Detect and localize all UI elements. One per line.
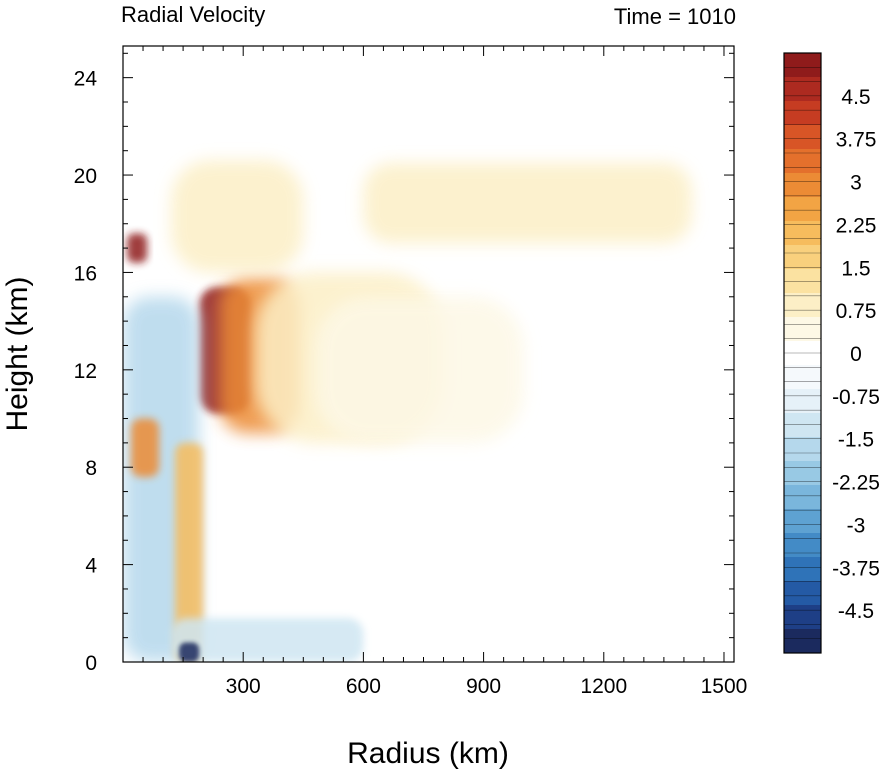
y-tick-label: 8 [85, 457, 97, 480]
y-tick-label: 24 [74, 68, 98, 91]
colorbar-swatch [784, 413, 821, 437]
colorbar-swatch [784, 221, 821, 245]
y-tick-label: 20 [74, 165, 97, 188]
colorbar-swatch [784, 365, 821, 389]
colorbar-swatch [784, 317, 821, 341]
colorbar-swatch [784, 461, 821, 485]
colorbar-swatch [784, 437, 821, 461]
x-tick-label: 900 [466, 675, 501, 698]
colorbar-swatch [784, 581, 821, 605]
colorbar [783, 52, 822, 654]
colorbar-swatch [784, 149, 821, 173]
colorbar-swatch [784, 125, 821, 149]
colorbar-swatch [784, 293, 821, 317]
colorbar-swatch [784, 389, 821, 413]
colorbar-label: -0.75 [832, 386, 880, 409]
x-tick-label: 1200 [580, 675, 627, 698]
plot-frame [122, 45, 735, 663]
field-inner-core-outflow [127, 233, 148, 263]
colorbar-label: -1.5 [838, 429, 874, 452]
velocity-field [123, 160, 692, 662]
colorbar-label: -4.5 [838, 600, 874, 623]
y-tick-label: 12 [74, 360, 97, 383]
field-boundary-layer-inflow [171, 618, 364, 662]
field-upper-outflow-faint [315, 296, 524, 443]
y-axis-tick-labels: 0 4 8 12 16 20 24 [74, 68, 98, 675]
field-eyewall-outflow-streaks [175, 442, 204, 662]
colorbar-label: 0 [850, 343, 862, 366]
colorbar-swatch [784, 245, 821, 269]
colorbar-labels: 4.5 3.75 3 2.25 1.5 0.75 0 -0.75 -1.5 -2.25 -3 -3.7… [832, 86, 880, 623]
colorbar-swatch [784, 605, 821, 629]
y-tick-label: 0 [85, 652, 97, 675]
colorbar-frame [783, 52, 822, 654]
chart-title-left: Radial Velocity [121, 2, 265, 27]
y-tick-label: 4 [85, 555, 97, 578]
colorbar-swatch [784, 77, 821, 101]
x-axis-tick-labels: 300 600 900 1200 1500 [226, 675, 748, 698]
colorbar-label: -3.75 [832, 557, 880, 580]
colorbar-label: 3 [850, 172, 862, 195]
x-tick-label: 300 [226, 675, 261, 698]
x-tick-label: 1500 [701, 675, 748, 698]
colorbar-swatch [784, 101, 821, 125]
chart-title-right: Time = 1010 [614, 4, 736, 29]
colorbar-swatch [784, 629, 821, 653]
y-axis-ticks [123, 52, 734, 639]
field-top-layer-outflow [363, 162, 692, 244]
colorbar-swatch [784, 509, 821, 533]
field-tropopause-bands [171, 160, 304, 273]
colorbar-label: 0.75 [836, 300, 877, 323]
colorbar-label: -2.25 [832, 472, 880, 495]
colorbar-label: 2.25 [836, 214, 877, 237]
colorbar-swatch [784, 173, 821, 197]
colorbar-label: -3 [847, 514, 866, 537]
x-axis-label: Radius (km) [347, 737, 509, 770]
field-near-surface-inflow-core [179, 642, 200, 662]
colorbar-swatch [784, 269, 821, 293]
colorbar-label: 3.75 [836, 129, 877, 152]
y-tick-label: 16 [74, 262, 97, 285]
colorbar-swatch [784, 53, 821, 77]
colorbar-swatch [784, 197, 821, 221]
colorbar-swatch [784, 557, 821, 581]
colorbar-label: 1.5 [841, 257, 870, 280]
colorbar-label: 4.5 [841, 86, 870, 109]
colorbar-swatch [784, 485, 821, 509]
x-tick-label: 600 [346, 675, 381, 698]
x-axis-ticks [142, 46, 725, 662]
y-axis-label: Height (km) [1, 276, 34, 431]
field-lower-core-outflow [131, 418, 160, 477]
colorbar-swatch [784, 533, 821, 557]
